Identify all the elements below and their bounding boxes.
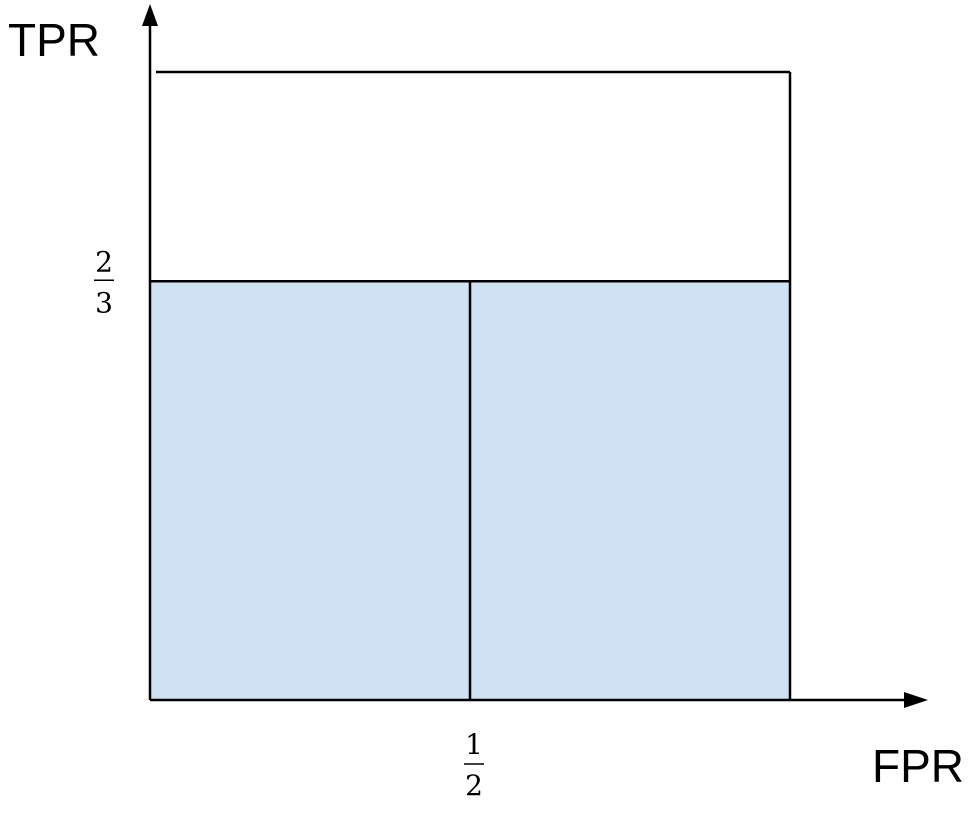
y-tick-denominator: 3	[95, 286, 113, 319]
y-axis-title: TPR	[8, 14, 100, 66]
x-tick-denominator: 2	[465, 769, 483, 802]
y-tick-label: 2 3	[94, 245, 114, 319]
y-axis-arrowhead	[142, 4, 158, 26]
x-axis-arrowhead	[904, 692, 928, 708]
x-axis-title: FPR	[872, 740, 964, 792]
x-tick-numerator: 1	[465, 728, 483, 761]
y-tick-numerator: 2	[95, 245, 113, 278]
x-tick-label: 1 2	[464, 728, 484, 802]
